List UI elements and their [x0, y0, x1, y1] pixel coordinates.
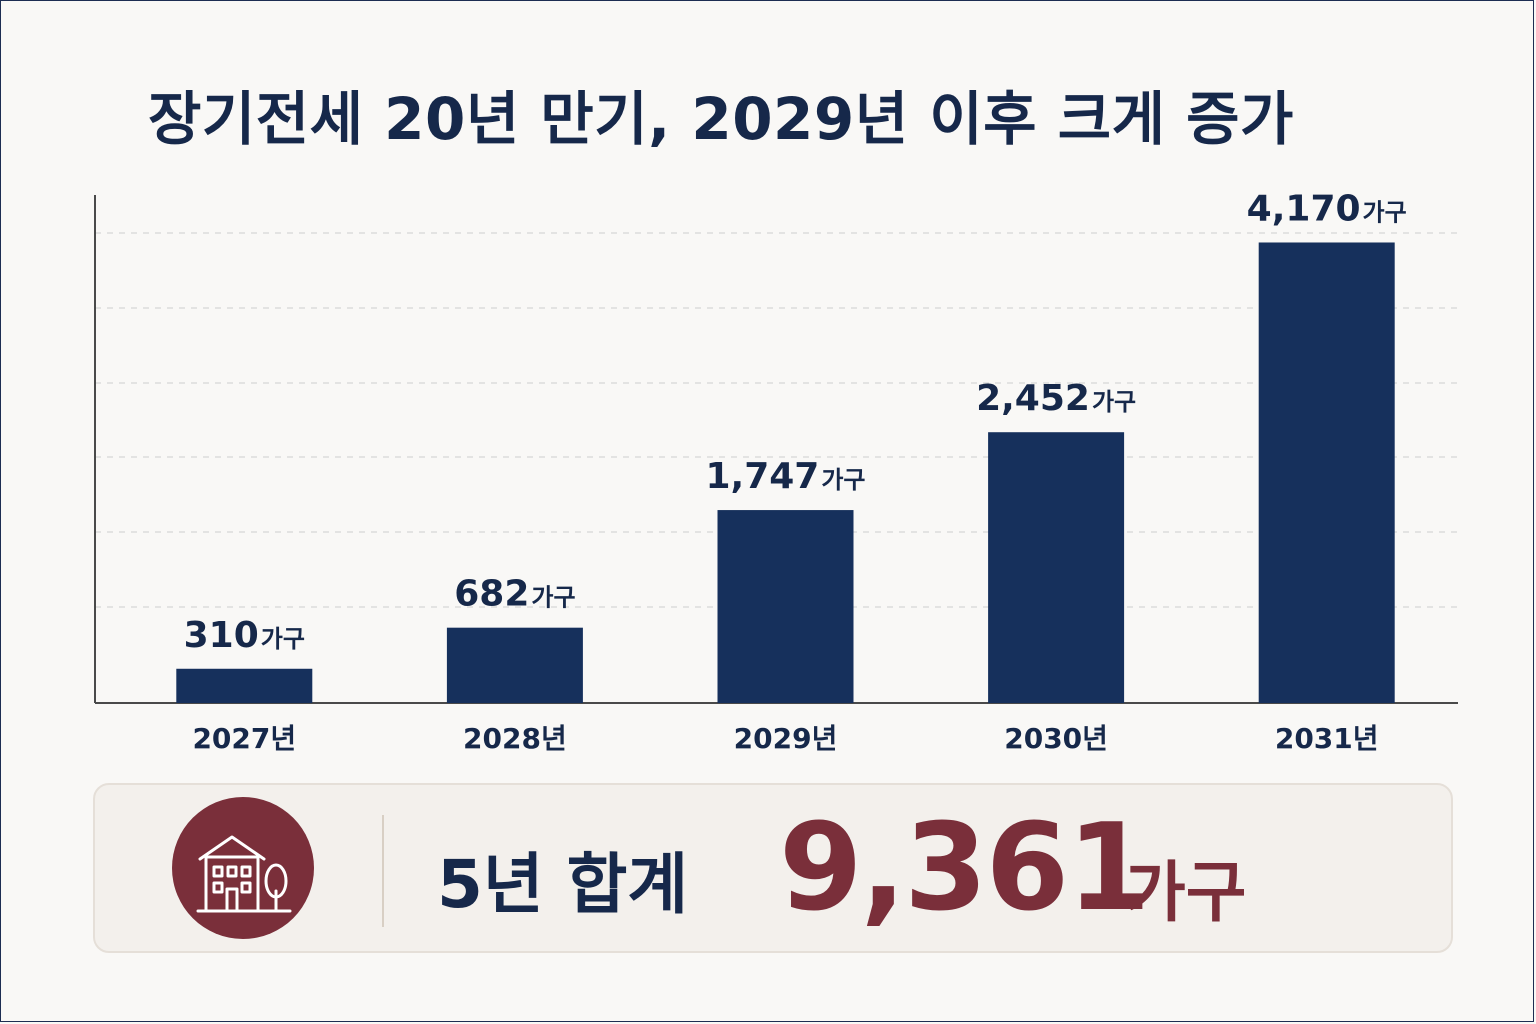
- bar-2031년: [1258, 242, 1395, 704]
- x-tick-2029년: 2029년: [734, 722, 838, 755]
- data-label-2031년: 4,170가구: [1247, 188, 1407, 229]
- x-tick-2030년: 2030년: [1004, 722, 1108, 755]
- data-labels: 310가구 682가구 1,747가구 2,452가구 4,170가구: [184, 188, 1407, 655]
- summary-unit: 가구: [1125, 854, 1247, 931]
- data-label-2030년: 2,452가구: [976, 378, 1136, 419]
- data-label-2029년: 1,747가구: [705, 456, 865, 497]
- bar-2028년: [446, 627, 583, 703]
- summary-total-value: 9,361: [779, 799, 1151, 938]
- bar-2029년: [717, 510, 854, 703]
- data-label-2027년: 310가구: [184, 615, 305, 656]
- bars: [176, 242, 1395, 704]
- x-tick-2031년: 2031년: [1275, 722, 1379, 755]
- summary-box: 5년 합계 9,361 가구: [93, 783, 1453, 953]
- bar-2027년: [176, 668, 313, 703]
- summary-divider: [382, 815, 384, 927]
- page-title: 장기전세 20년 만기, 2029년 이후 크게 증가: [148, 85, 1294, 153]
- summary-label: 5년 합계: [437, 846, 689, 923]
- x-tick-labels: 2027년 2028년 2029년 2030년 2031년: [192, 722, 1378, 755]
- bar-2030년: [988, 432, 1125, 703]
- house-tree-icon: [172, 797, 314, 939]
- x-tick-2027년: 2027년: [192, 722, 296, 755]
- data-label-2028년: 682가구: [454, 574, 575, 615]
- x-tick-2028년: 2028년: [463, 722, 567, 755]
